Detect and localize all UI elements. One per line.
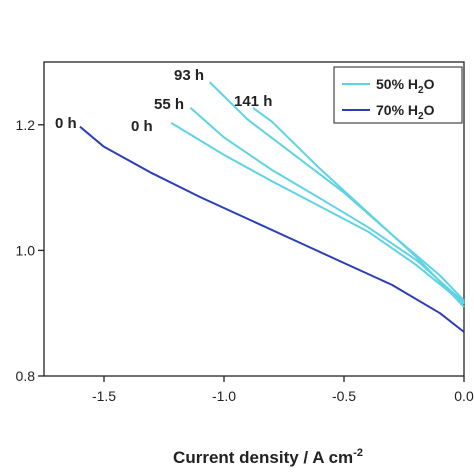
x-tick-label-3: 0.0 [454, 388, 474, 404]
series-label-50-55h: 55 h [154, 96, 184, 113]
series-line-2 [208, 81, 465, 302]
y-tick-label-1: 1.0 [16, 242, 36, 258]
series-label-70-0h: 0 h [55, 115, 77, 132]
legend-label-70: 70% H2O [376, 102, 435, 122]
x-tick-label-2: -0.5 [332, 388, 356, 404]
legend-box [333, 66, 463, 124]
series-line-3 [252, 106, 465, 308]
y-tick-label-0: 0.8 [16, 368, 36, 384]
series-line-4 [79, 125, 465, 333]
x-axis-title: Current density / A cm-2 [173, 447, 363, 467]
x-axis-title-superscript: -2 [353, 447, 363, 459]
x-tick-label-1: -1.0 [212, 388, 236, 404]
series-line-1 [189, 107, 465, 304]
ticks-layer: -1.5 -1.0 -0.5 0.0 0.8 1.0 1.2 [16, 117, 474, 404]
legend-label-50: 50% H2O [376, 76, 435, 96]
series-label-50-141h: 141 h [234, 93, 272, 110]
series-line-0 [170, 122, 465, 305]
series-layer [79, 81, 465, 333]
plot-frame [43, 61, 465, 377]
series-label-50-93h: 93 h [174, 67, 204, 84]
series-label-50-0h: 0 h [131, 118, 153, 135]
x-tick-label-0: -1.5 [92, 388, 116, 404]
legend: 50% H2O 70% H2O [333, 66, 463, 124]
y-tick-label-2: 1.2 [16, 117, 36, 133]
